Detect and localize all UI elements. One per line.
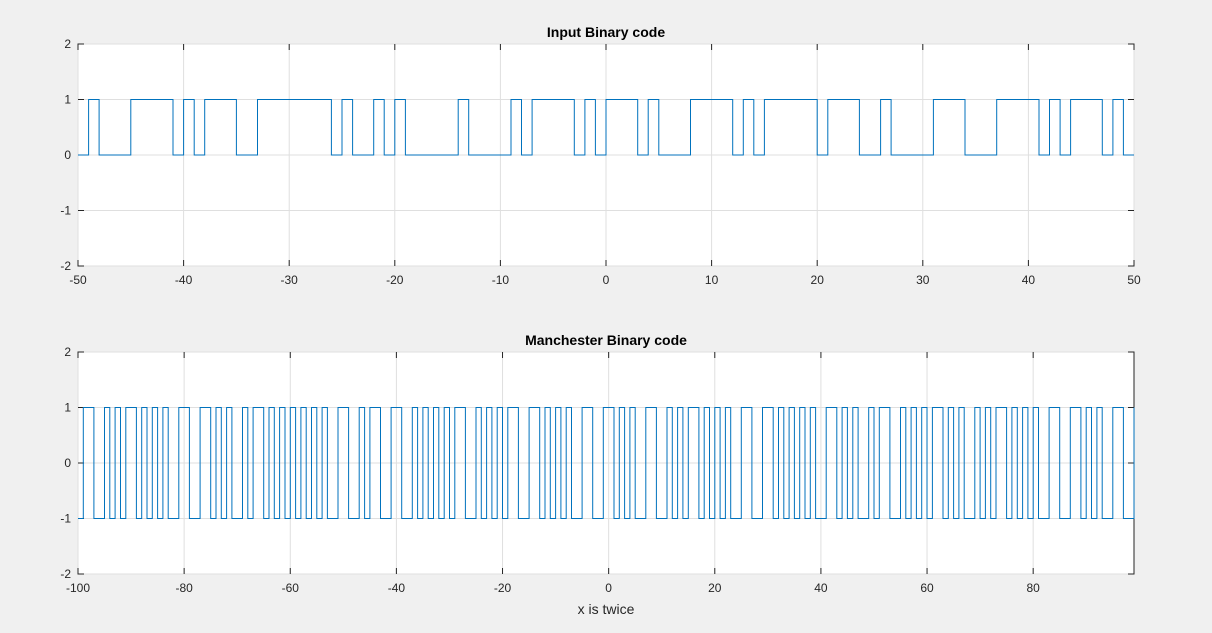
tick-labels-manchester: -100 -80 -60 -40 -20 0 20 40 60 80 -2 -1 0 1 2 xyxy=(60,345,1040,595)
x-tick-label: 80 xyxy=(1026,581,1040,595)
x-tick-label: 40 xyxy=(814,581,828,595)
x-tick-label: -20 xyxy=(494,581,512,595)
x-tick-label: 0 xyxy=(603,273,610,287)
input-signal-line xyxy=(78,99,1134,156)
x-tick-label: 20 xyxy=(708,581,722,595)
x-tick-label: -100 xyxy=(66,581,90,595)
x-axis-label-manchester: x is twice xyxy=(578,601,635,617)
y-tick-label: 2 xyxy=(64,345,71,359)
x-tick-label: -10 xyxy=(492,273,510,287)
x-tick-label: 10 xyxy=(705,273,719,287)
x-tick-label: -60 xyxy=(282,581,300,595)
x-tick-label: 20 xyxy=(811,273,825,287)
manchester-signal-line xyxy=(78,407,1135,519)
y-tick-label: -2 xyxy=(60,567,71,581)
x-tick-label: 50 xyxy=(1127,273,1141,287)
y-tick-label: 1 xyxy=(64,401,71,415)
x-tick-label: 30 xyxy=(916,273,930,287)
y-tick-label: 0 xyxy=(64,456,71,470)
y-tick-label: -1 xyxy=(60,512,71,526)
subplot-manchester: -100 -80 -60 -40 -20 0 20 40 60 80 -2 -1 0 1 2 Manches… xyxy=(60,332,1135,617)
chart-title-manchester: Manchester Binary code xyxy=(525,332,687,348)
y-tick-label: 1 xyxy=(64,93,71,107)
x-tick-label: -30 xyxy=(281,273,299,287)
x-tick-label: 60 xyxy=(920,581,934,595)
y-tick-label: 0 xyxy=(64,148,71,162)
x-tick-label: -50 xyxy=(69,273,87,287)
y-tick-label: 2 xyxy=(64,37,71,51)
x-tick-label: 40 xyxy=(1022,273,1036,287)
x-tick-label: -40 xyxy=(175,273,193,287)
x-tick-label: 0 xyxy=(605,581,612,595)
y-tick-label: -2 xyxy=(60,259,71,273)
y-tick-label: -1 xyxy=(60,204,71,218)
x-tick-label: -20 xyxy=(386,273,404,287)
chart-title-input: Input Binary code xyxy=(547,24,665,40)
x-tick-label: -40 xyxy=(388,581,406,595)
x-tick-label: -80 xyxy=(175,581,193,595)
